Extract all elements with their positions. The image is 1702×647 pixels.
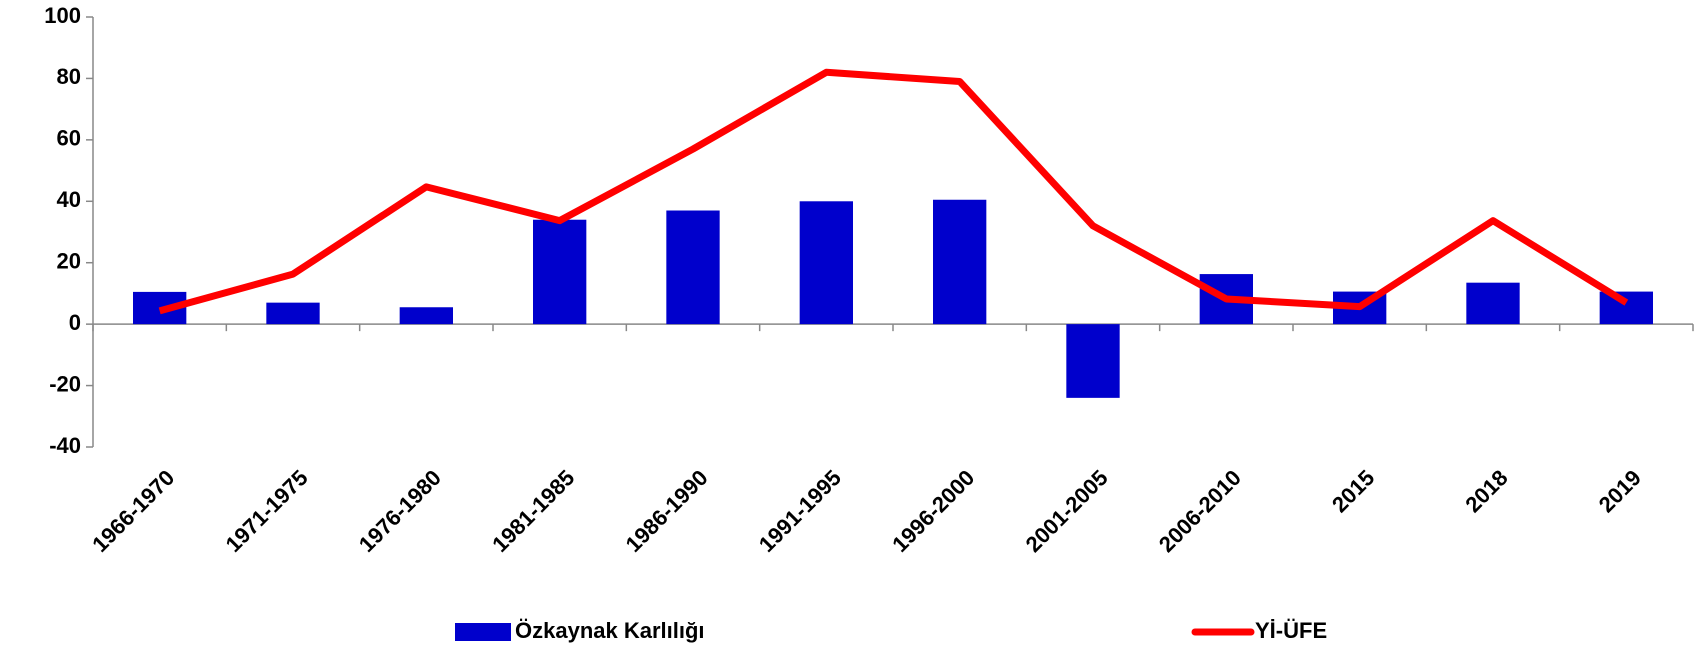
x-tick-label: 2018 [1460, 465, 1512, 517]
line [158, 68, 1629, 315]
y-tick-label: 20 [57, 249, 81, 274]
bar [533, 219, 587, 325]
bar [1066, 324, 1120, 398]
y-tick-label: 60 [57, 126, 81, 151]
x-tick-label: 1966-1970 [87, 465, 179, 557]
bar [933, 199, 987, 325]
x-tick-label: 1971-1975 [221, 465, 313, 557]
y-tick-label: 40 [57, 187, 81, 212]
bar [1599, 291, 1653, 325]
y-tick-label: 80 [57, 64, 81, 89]
legend-swatch [455, 623, 511, 641]
x-tick-label: 2006-2010 [1154, 465, 1246, 557]
x-tick-label: 2015 [1327, 465, 1379, 517]
y-tick-label: 100 [44, 3, 81, 28]
y-tick-label: 0 [69, 310, 81, 335]
y-tick-label: -20 [49, 371, 81, 396]
x-tick-label: 2019 [1594, 465, 1646, 517]
legend-label: Yİ-ÜFE [1255, 618, 1327, 643]
bar [799, 201, 853, 325]
bar [666, 210, 720, 325]
bar [266, 302, 320, 325]
x-tick-label: 2001-2005 [1021, 465, 1113, 557]
bar [1466, 282, 1520, 325]
bar [399, 307, 453, 325]
x-tick-label: 1986-1990 [621, 465, 713, 557]
legend-label: Özkaynak Karlılığı [515, 618, 705, 643]
y-tick-label: -40 [49, 433, 81, 458]
x-tick-label: 1981-1985 [487, 465, 579, 557]
x-tick-label: 1991-1995 [754, 465, 846, 557]
x-tick-label: 1996-2000 [887, 465, 979, 557]
x-tick-label: 1976-1980 [354, 465, 446, 557]
